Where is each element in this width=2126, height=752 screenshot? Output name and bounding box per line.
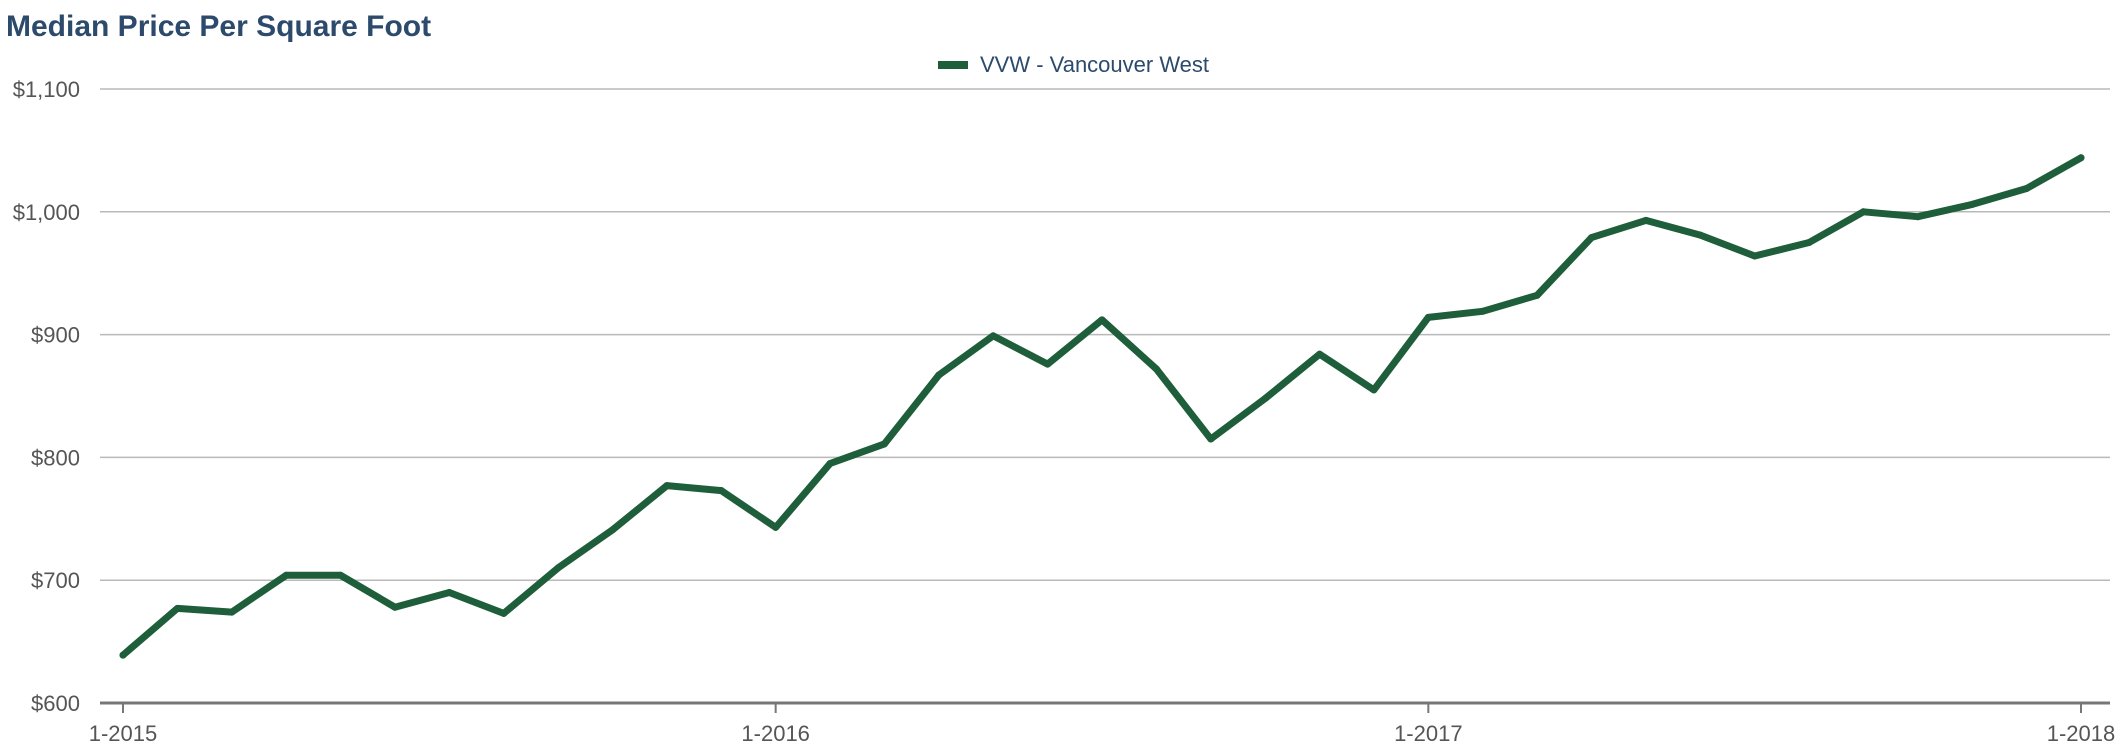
data-point[interactable] [1044,360,1052,368]
data-point[interactable] [1424,313,1432,321]
data-point[interactable] [1914,213,1922,221]
data-point[interactable] [1642,216,1650,224]
data-point[interactable] [500,609,508,617]
data-point[interactable] [663,482,671,490]
x-tick-label: 1-2018 [2047,721,2116,746]
grid-lines [100,88,2110,705]
data-point[interactable] [1696,231,1704,239]
y-tick-label: $600 [31,691,80,716]
data-point[interactable] [1261,394,1269,402]
data-point[interactable] [609,526,616,534]
data-point[interactable] [826,460,834,468]
x-tick-label: 1-2017 [1394,721,1463,746]
data-point[interactable] [173,604,181,612]
data-point[interactable] [282,571,290,579]
data-point[interactable] [772,523,780,531]
data-point[interactable] [1316,350,1324,358]
x-axis: 1-2015 1-2016 1-2017 1-2018 [89,703,2116,746]
data-point[interactable] [2023,184,2031,192]
data-point[interactable] [228,608,236,616]
y-tick-label: $900 [31,323,80,348]
series-layer [119,154,2085,659]
legend[interactable]: VVW - Vancouver West [938,52,1209,77]
data-point[interactable] [1370,386,1378,394]
data-point[interactable] [880,440,888,448]
data-point[interactable] [989,332,997,340]
data-point[interactable] [1588,234,1595,242]
data-point[interactable] [1751,252,1759,260]
legend-label: VVW - Vancouver West [980,52,1209,77]
x-tick-label: 1-2016 [741,721,810,746]
y-tick-label: $1,000 [13,200,80,225]
data-point[interactable] [2077,154,2085,162]
data-point[interactable] [1098,316,1106,324]
data-point[interactable] [1533,291,1541,299]
chart-title: Median Price Per Square Foot [6,10,431,43]
y-tick-label: $1,100 [13,77,80,102]
data-point[interactable] [445,588,453,596]
data-point[interactable] [391,603,399,611]
x-tick-label: 1-2015 [89,721,158,746]
data-point[interactable] [1805,239,1813,246]
data-point[interactable] [1479,307,1487,315]
data-point[interactable] [935,371,943,379]
y-axis: $600 $700 $800 $900 $1,000 $1,100 [13,77,80,716]
y-tick-label: $800 [31,445,80,470]
y-tick-label: $700 [31,568,80,593]
data-point[interactable] [717,487,725,495]
data-point[interactable] [119,651,127,659]
legend-swatch [938,61,968,69]
data-point[interactable] [1859,208,1867,216]
data-point[interactable] [337,571,345,579]
data-point[interactable] [1207,435,1215,443]
data-point[interactable] [554,564,562,572]
data-point[interactable] [1968,200,1976,208]
data-point[interactable] [1152,365,1160,373]
